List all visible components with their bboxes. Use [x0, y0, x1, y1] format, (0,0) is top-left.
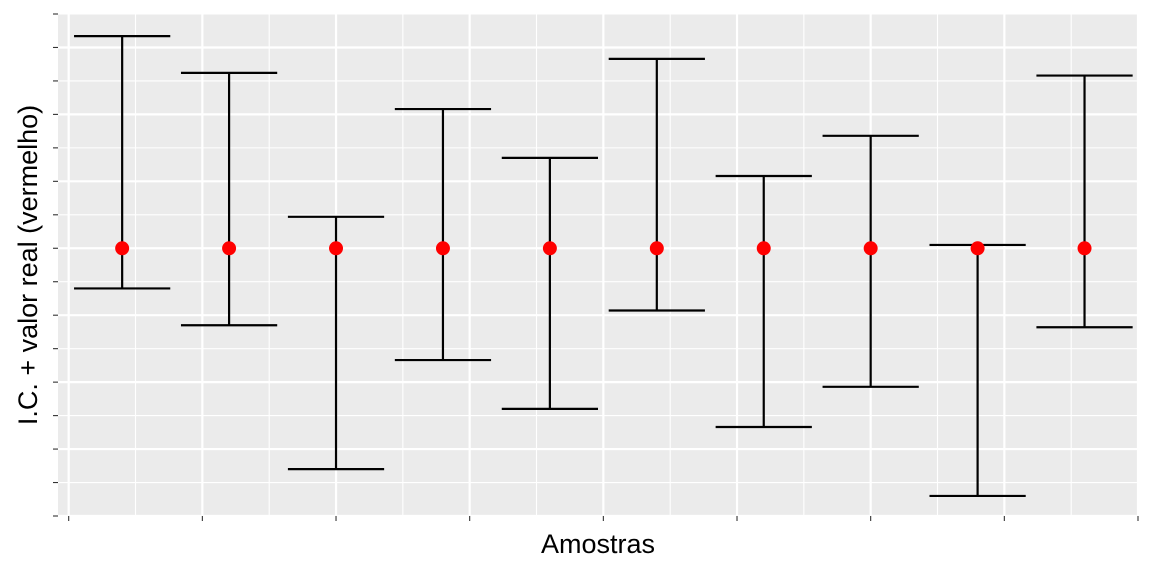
- true-value-point: [863, 241, 878, 256]
- true-value-point: [1077, 241, 1092, 256]
- true-value-point: [970, 241, 985, 256]
- true-value-point: [329, 241, 344, 256]
- axis-ticks: [53, 13, 1139, 521]
- true-value-point: [542, 241, 557, 256]
- true-value-point: [222, 241, 237, 256]
- true-value-point: [435, 241, 450, 256]
- x-axis-title: Amostras: [541, 529, 655, 559]
- minor-gridlines: [58, 13, 1138, 516]
- chart-marks: [74, 34, 1133, 498]
- y-axis-title: I.C. + valor real (vermelho): [13, 105, 43, 425]
- plot-panel: [58, 14, 1138, 516]
- true-value-point: [115, 241, 130, 256]
- true-value-point: [756, 241, 771, 256]
- true-value-point: [649, 241, 664, 256]
